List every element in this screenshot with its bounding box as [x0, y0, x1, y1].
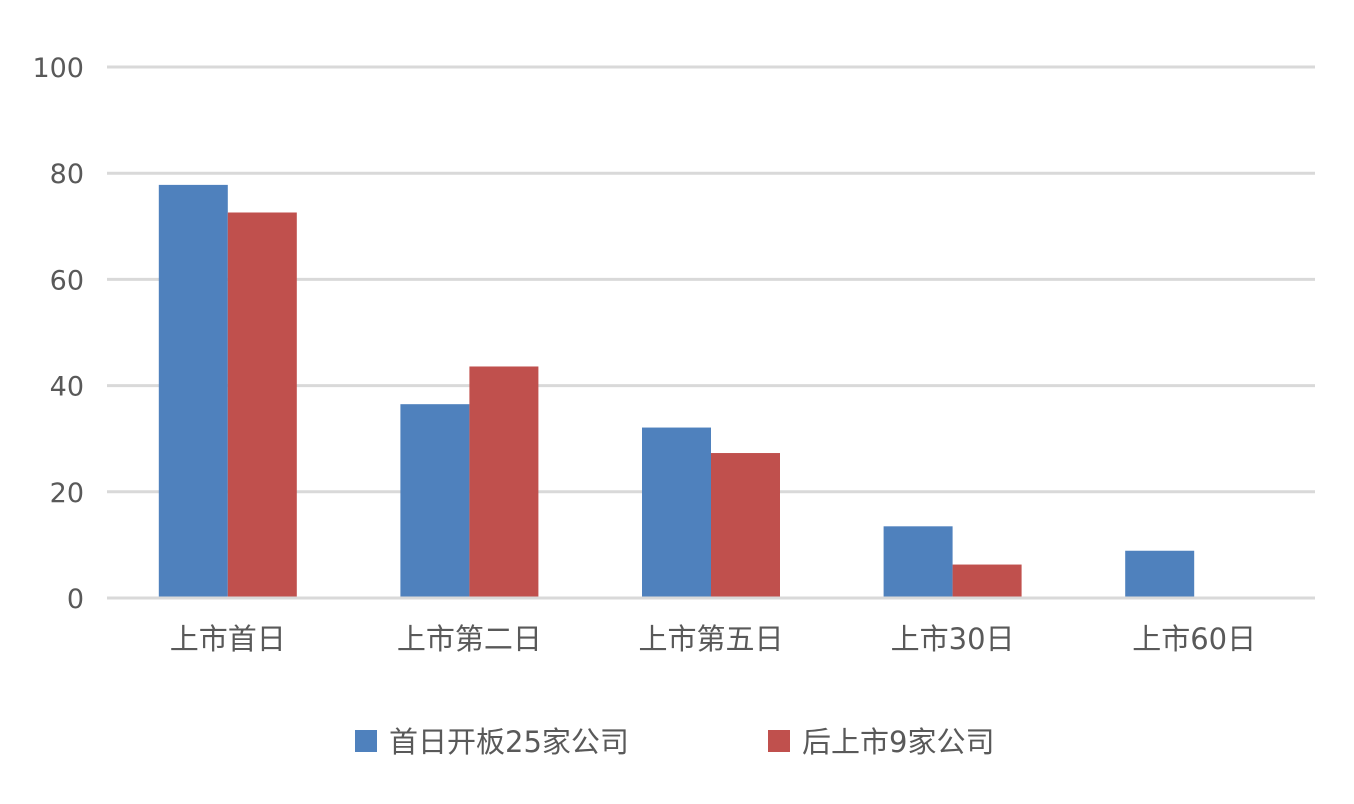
bar-series-1: [158, 184, 228, 598]
legend: 首日开板25家公司 后上市9家公司: [355, 725, 994, 759]
bar-series-1: [883, 526, 953, 598]
y-tick-label: 20: [50, 478, 84, 509]
bar-series-2: [711, 453, 780, 598]
y-tick-label: 40: [50, 372, 84, 403]
y-tick-label: 80: [50, 159, 84, 190]
legend-label: 首日开板25家公司: [389, 725, 629, 759]
bar-series-1: [400, 404, 470, 598]
y-tick-label: 100: [32, 53, 84, 84]
x-tick-label: 上市60日: [1132, 622, 1256, 656]
x-tick-label: 上市30日: [891, 622, 1015, 656]
x-axis-tick-labels: 上市首日 上市第二日 上市第五日 上市30日 上市60日: [170, 622, 1256, 656]
x-tick-label: 上市第二日: [397, 622, 542, 656]
y-axis-tick-labels: 0 20 40 60 80 100: [32, 53, 84, 615]
bar-series-1: [1125, 550, 1195, 598]
legend-swatch: [768, 730, 790, 752]
x-tick-label: 上市首日: [170, 622, 286, 656]
bar-series-1: [642, 427, 711, 598]
x-tick-label: 上市第五日: [638, 622, 783, 656]
bar-series-2: [469, 366, 539, 598]
y-tick-label: 0: [67, 584, 84, 615]
legend-label: 后上市9家公司: [802, 725, 994, 759]
bar-series-2: [227, 212, 297, 598]
bar-series-2: [952, 564, 1022, 598]
gridlines: [107, 65, 1315, 494]
legend-swatch: [355, 730, 377, 752]
y-tick-label: 60: [50, 265, 84, 296]
bars: [158, 184, 1195, 598]
